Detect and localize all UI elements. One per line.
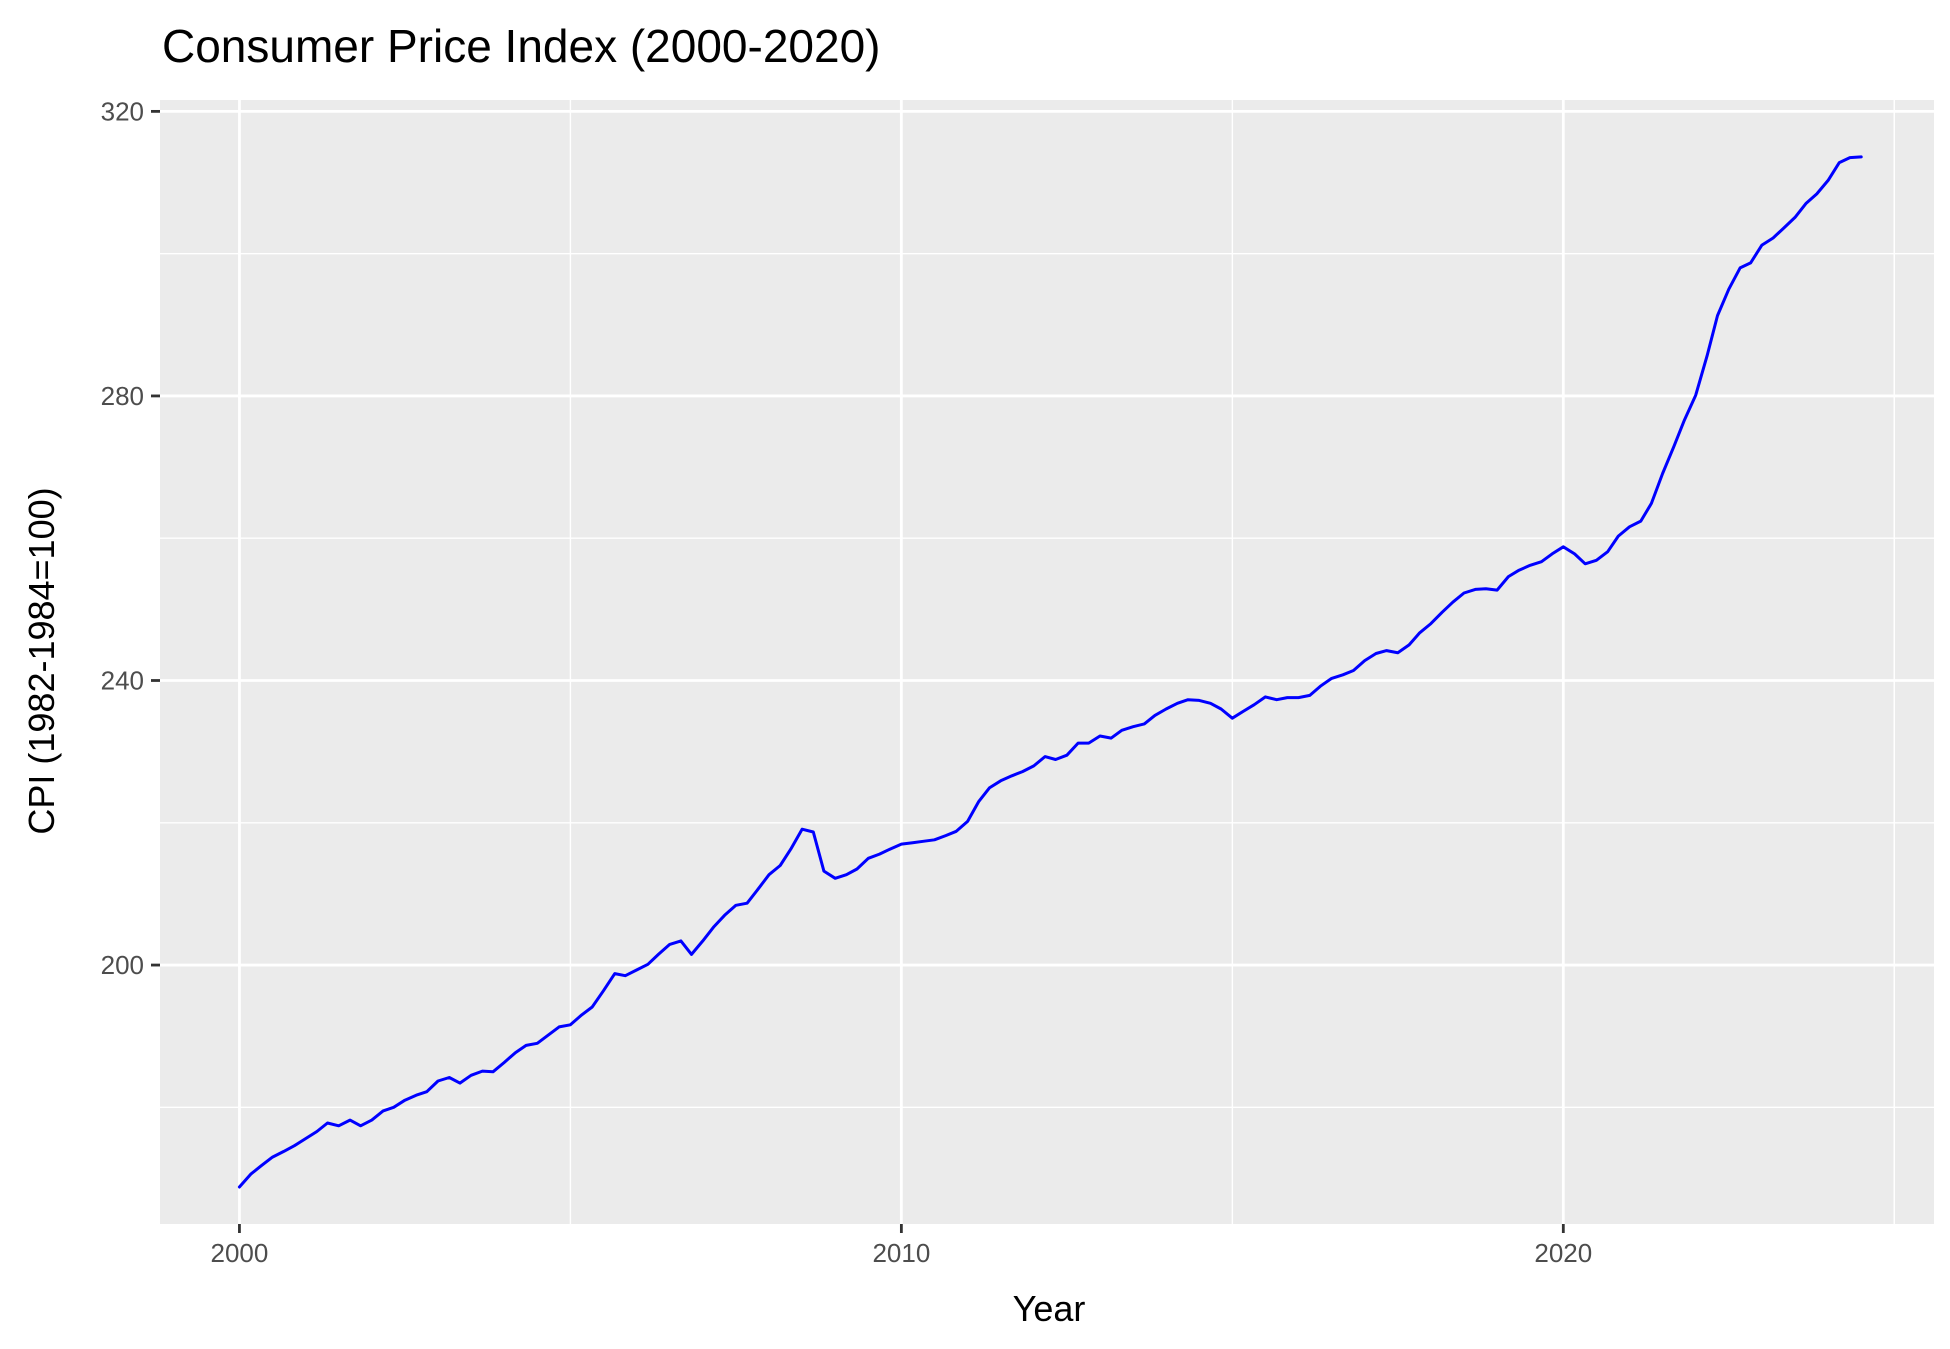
y-tick-label: 320 (101, 96, 144, 126)
y-axis-title: CPI (1982-1984=100) (21, 487, 62, 834)
x-tick-label: 2010 (872, 1238, 930, 1268)
major-gridlines (160, 100, 1934, 1224)
x-tick-label: 2000 (211, 1238, 269, 1268)
x-axis-title: Year (1013, 1288, 1086, 1329)
axis-ticks: 2000 2010 2020 200 240 280 320 (101, 96, 1593, 1268)
y-tick-label: 200 (101, 950, 144, 980)
minor-gridlines (160, 100, 1934, 1224)
plot-panel-background (160, 100, 1934, 1224)
y-tick-label: 240 (101, 665, 144, 695)
chart-title: Consumer Price Index (2000-2020) (162, 20, 880, 72)
cpi-series-line (237, 155, 1863, 1189)
series-layer (237, 155, 1863, 1189)
y-tick-label: 280 (101, 381, 144, 411)
x-tick-label: 2020 (1534, 1238, 1592, 1268)
